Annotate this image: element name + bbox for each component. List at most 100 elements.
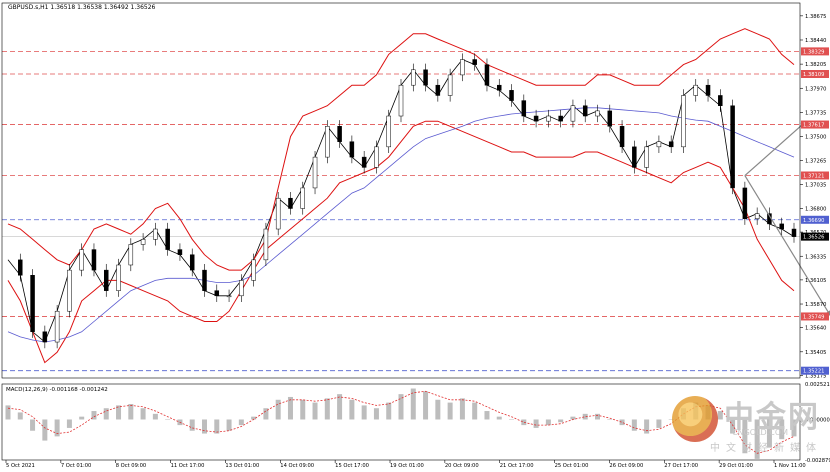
level-tag-bg — [801, 215, 829, 224]
macd-histogram-bar — [754, 419, 760, 459]
candle-body — [558, 115, 563, 122]
macd-histogram-bar — [251, 416, 257, 420]
time-tick-label: 13 Oct 01:00 — [225, 463, 259, 468]
macd-histogram-bar — [128, 403, 134, 420]
candle-body — [153, 228, 158, 240]
macd-histogram-bar — [165, 419, 171, 420]
macd-histogram-bar — [558, 419, 564, 423]
time-tick-label: 7 Oct 01:00 — [61, 463, 92, 468]
time-tick-label: 19 Oct 01:00 — [390, 463, 424, 468]
candle-body — [484, 64, 490, 86]
macd-histogram-bar — [103, 408, 109, 420]
candle-body — [791, 228, 797, 237]
time-tick-label: 25 Oct 01:00 — [555, 463, 589, 468]
candle-body — [730, 105, 735, 189]
macd-tick-label: -0.002879 — [805, 458, 830, 464]
macd-histogram-bar — [189, 419, 195, 431]
macd-histogram-bar — [214, 419, 220, 434]
macd-histogram-bar — [202, 419, 207, 434]
candle-body — [472, 59, 477, 65]
candle-body — [742, 187, 748, 220]
current-price-tag-label: 1.36526 — [803, 235, 824, 241]
level-tag-label: 1.38109 — [803, 72, 824, 78]
macd-histogram-bar — [509, 419, 515, 420]
macd-histogram-bar — [238, 419, 244, 426]
macd-histogram-bar — [337, 394, 343, 420]
price-tick-label: 1.38205 — [805, 62, 826, 68]
macd-histogram-bar — [17, 412, 23, 420]
candle-body — [386, 115, 391, 148]
candle-body — [619, 126, 625, 148]
level-tag-label: 1.35749 — [803, 314, 824, 320]
candle-body — [509, 90, 514, 101]
macd-histogram-bar — [496, 416, 502, 420]
macd-histogram-bar — [570, 416, 576, 420]
macd-histogram-bar — [386, 402, 392, 420]
candle-body — [214, 290, 220, 297]
forecast-arrow — [744, 175, 830, 317]
candle-body — [140, 239, 146, 245]
price-tick-label: 1.36335 — [805, 254, 826, 260]
candle-body — [54, 310, 60, 343]
candle-body — [570, 105, 576, 122]
macd-histogram-bar — [5, 405, 11, 420]
price-tick-label: 1.35405 — [805, 350, 826, 356]
macd-histogram-bar — [140, 408, 146, 420]
candle-body — [30, 275, 35, 333]
time-tick-label: 26 Oct 09:00 — [609, 463, 643, 468]
time-tick-label: 5 Oct 2021 — [6, 463, 35, 468]
candle-body — [325, 126, 330, 158]
watermark-subtitle: 中文财经新媒体 — [710, 443, 822, 454]
level-tag-bg — [801, 366, 829, 375]
candle-body — [177, 249, 183, 255]
candle-body — [718, 95, 723, 106]
candle-body — [288, 197, 293, 209]
candle-body — [349, 141, 355, 158]
price-tick-label: 1.37265 — [805, 159, 826, 165]
price-pane — [2, 28, 830, 372]
level-tag-bg — [801, 69, 829, 78]
time-tick-label: 11 Oct 17:00 — [171, 463, 205, 468]
moving-average-line — [7, 107, 795, 343]
macd-histogram-bar — [656, 419, 662, 428]
candle-body — [632, 146, 637, 168]
candle-body — [779, 223, 784, 230]
candle-body — [337, 126, 342, 142]
candle-body — [533, 115, 539, 122]
macd-histogram-bar — [79, 416, 85, 420]
candle-body — [705, 84, 711, 96]
forecast-arrow — [744, 120, 807, 177]
candle-body — [374, 146, 379, 168]
macd-histogram-bar — [152, 413, 158, 420]
candle-body — [239, 280, 244, 297]
level-tag-bg — [801, 312, 829, 321]
macd-histogram-bar — [435, 399, 441, 420]
price-tick-label: 1.37735 — [805, 110, 826, 116]
macd-histogram-bar — [595, 413, 600, 420]
level-tag-bg — [801, 120, 829, 129]
candle-body — [18, 259, 23, 276]
time-tick-label: 27 Oct 17:00 — [664, 463, 698, 468]
level-tag-bg — [801, 47, 829, 56]
candle-body — [411, 69, 416, 86]
time-tick-label: 20 Oct 09:00 — [445, 463, 479, 468]
candle-body — [497, 84, 502, 91]
price-tick-label: 1.35640 — [805, 326, 826, 332]
candle-body — [67, 269, 72, 312]
macd-histogram-bar — [730, 419, 736, 434]
candle-body — [91, 249, 97, 271]
candle-body — [104, 269, 109, 291]
candle-body — [754, 213, 760, 220]
macd-histogram-bar — [324, 398, 330, 420]
candle-body — [644, 146, 649, 168]
candle-body — [668, 141, 674, 148]
price-tick-label: 1.36800 — [805, 206, 826, 212]
candle-body — [165, 228, 170, 250]
macd-histogram-bar — [766, 419, 772, 448]
level-tag-label: 1.38329 — [803, 49, 824, 55]
candle-body — [251, 259, 256, 281]
bollinger-middle-line — [7, 120, 795, 364]
macd-histogram-bar — [116, 405, 122, 420]
